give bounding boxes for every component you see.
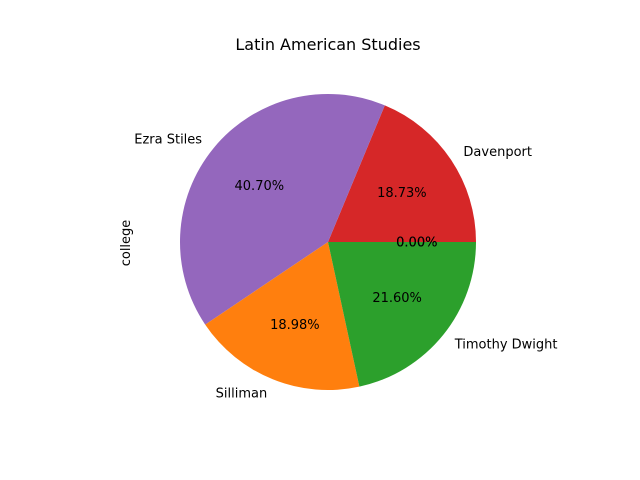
slice-label: Ezra Stiles <box>134 132 202 147</box>
slice-percent-label: 18.73% <box>377 186 427 201</box>
pie-slices <box>180 93 476 390</box>
slice-percent-label: 40.70% <box>235 179 285 194</box>
y-axis-label: college <box>119 220 134 267</box>
pie-slice-timothy-dwight <box>328 242 476 387</box>
pie-slice-davenport <box>328 105 476 242</box>
chart-title: Latin American Studies <box>235 35 420 54</box>
slice-label: Davenport <box>463 145 532 160</box>
slice-percent-label: 0.00% <box>396 236 437 251</box>
slice-label: Silliman <box>216 387 268 402</box>
slice-percent-label: 18.98% <box>270 318 320 333</box>
slice-percent-label: 0.00% <box>396 236 437 251</box>
pie-slice-silliman <box>205 242 360 390</box>
pie-slice-ezra-stiles <box>180 93 385 325</box>
slice-percent-label: 21.60% <box>372 291 422 306</box>
slice-label: Timothy Dwight <box>454 338 558 353</box>
